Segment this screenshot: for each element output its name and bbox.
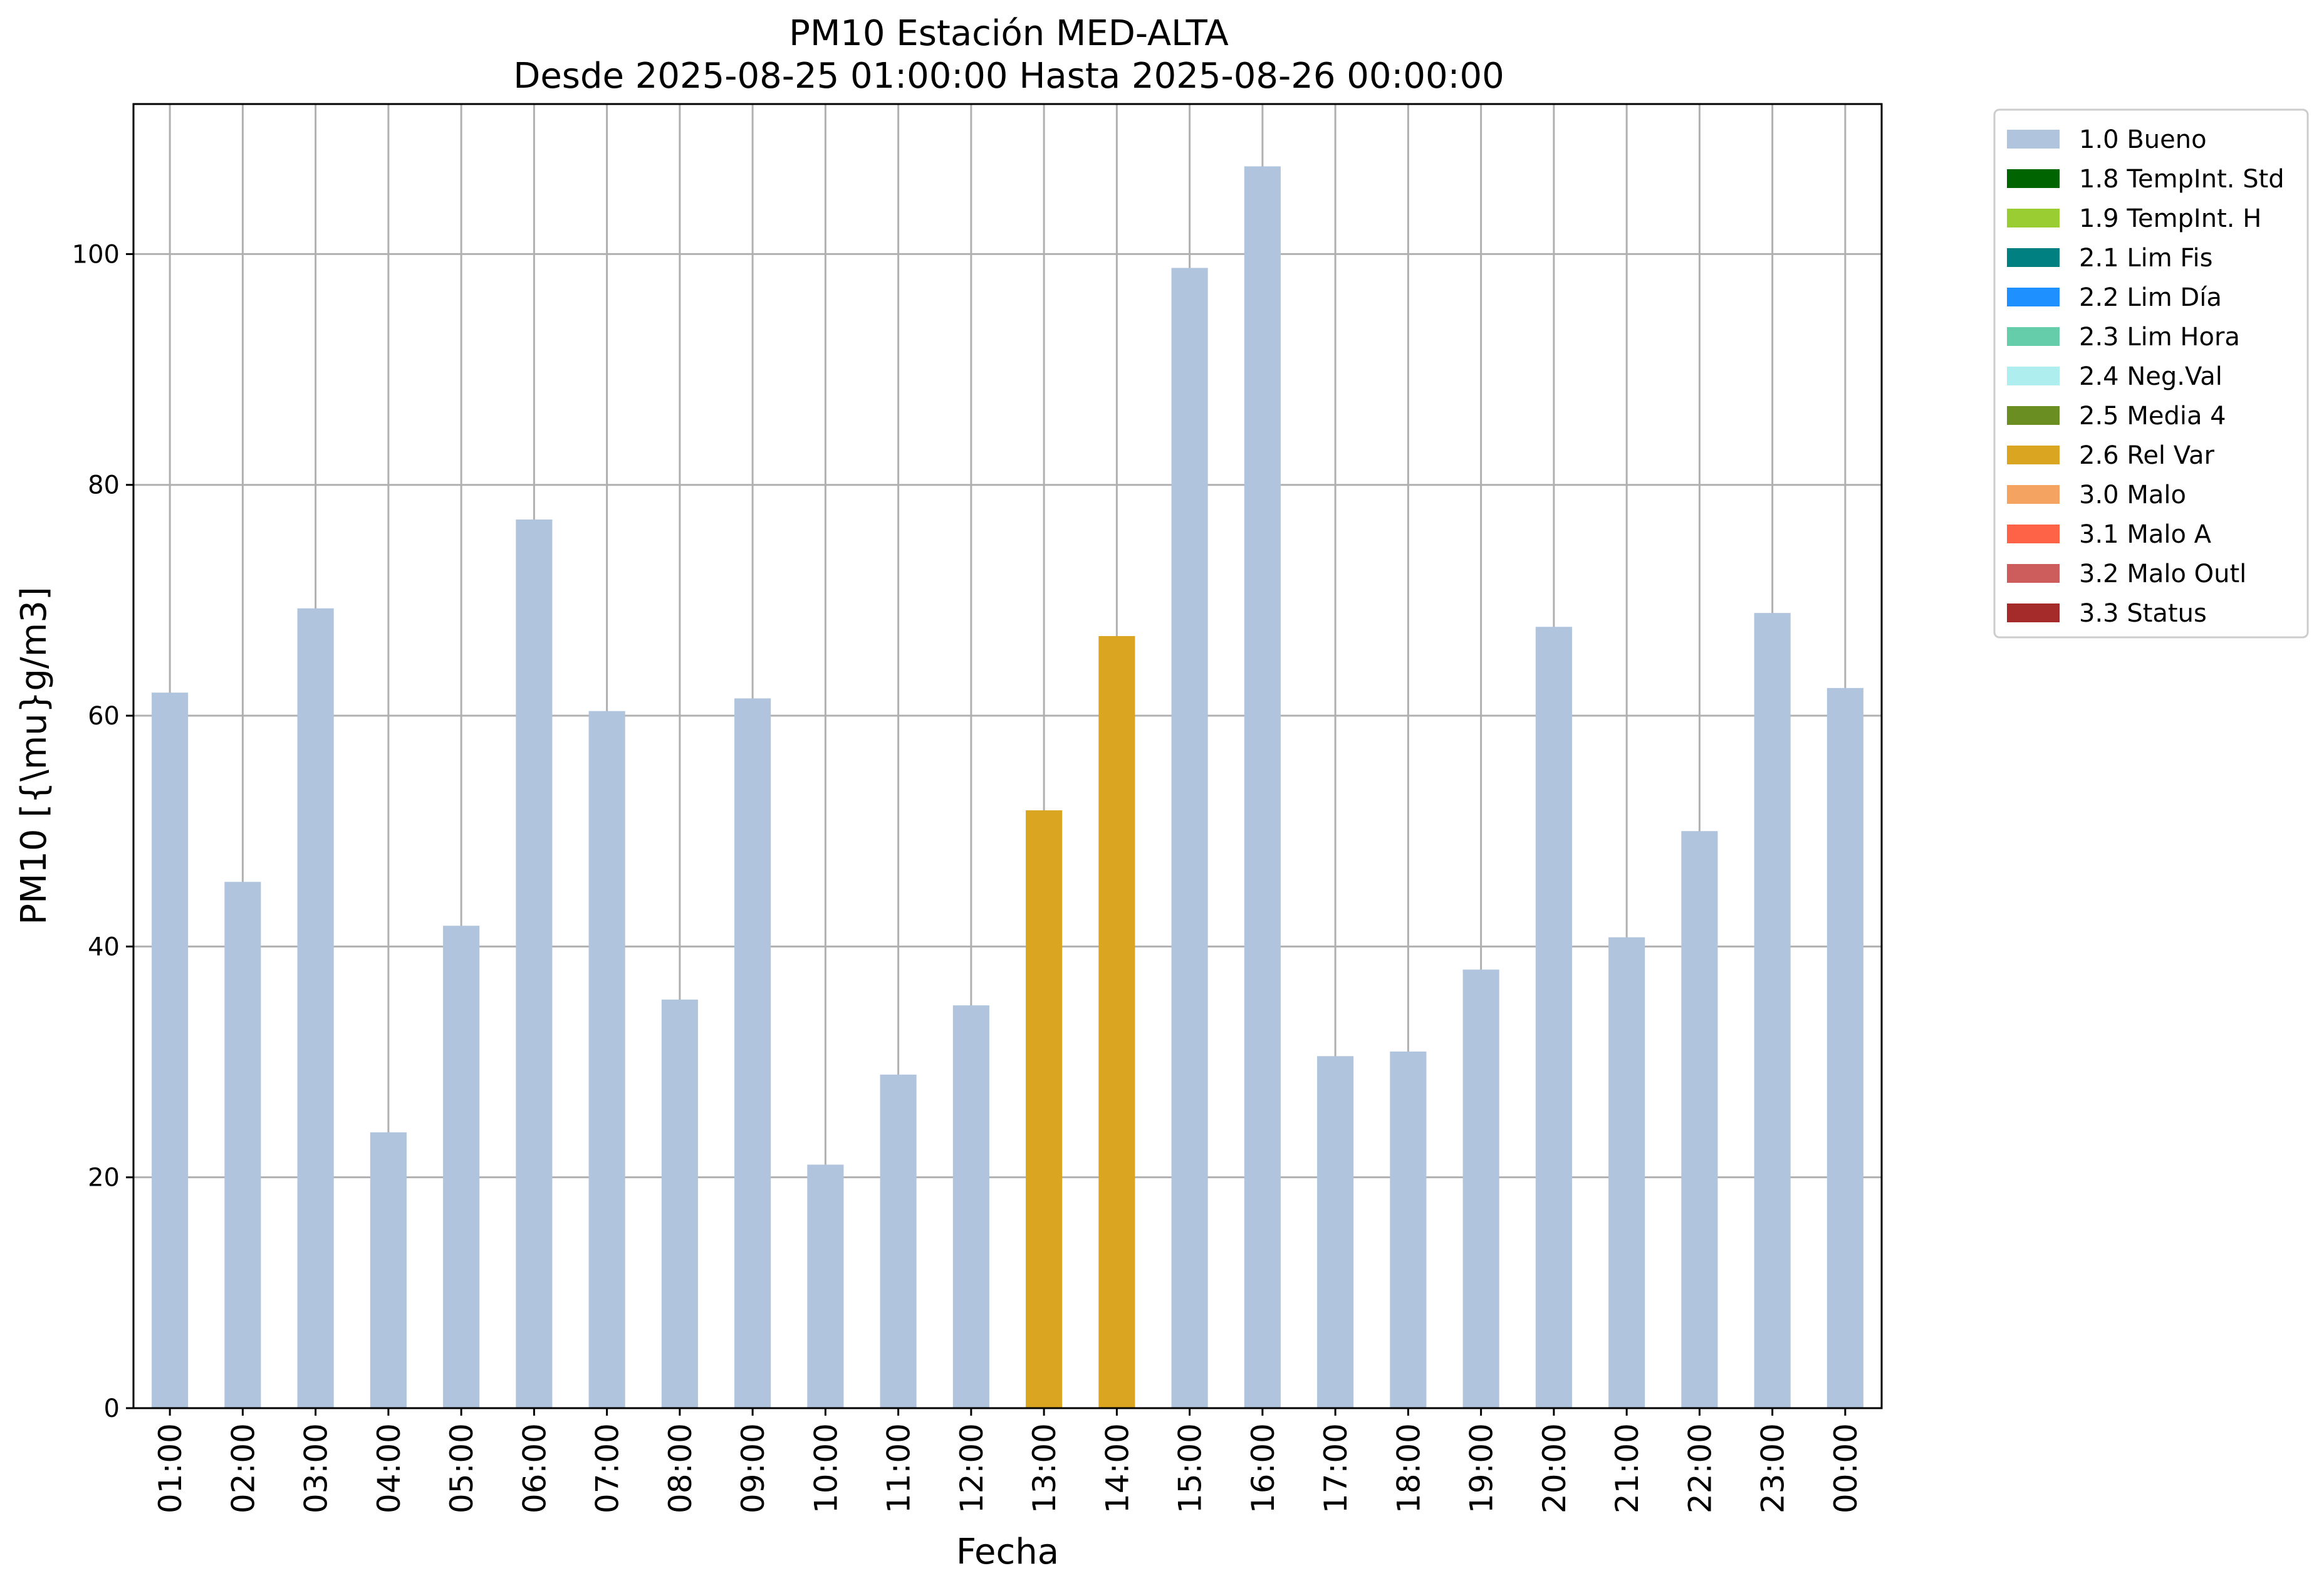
legend-swatch bbox=[2007, 327, 2060, 346]
bar bbox=[1826, 687, 1863, 1408]
bar bbox=[152, 692, 189, 1408]
x-tick-label: 04:00 bbox=[371, 1423, 407, 1513]
bar bbox=[1098, 635, 1135, 1408]
bar bbox=[1754, 613, 1791, 1408]
x-tick-label: 07:00 bbox=[590, 1423, 626, 1513]
bar bbox=[1462, 969, 1499, 1408]
legend-swatch bbox=[2007, 564, 2060, 583]
chart-subtitle: Desde 2025-08-25 01:00:00 Hasta 2025-08-… bbox=[513, 56, 1504, 97]
bar bbox=[807, 1164, 844, 1408]
bar bbox=[1317, 1056, 1354, 1408]
x-tick-label: 00:00 bbox=[1828, 1423, 1864, 1513]
y-tick-label: 80 bbox=[88, 471, 120, 500]
x-tick-label: 17:00 bbox=[1318, 1423, 1354, 1513]
legend: 1.0 Bueno 1.8 TempInt. Std 1.9 TempInt. H 2… bbox=[1993, 108, 2309, 639]
x-tick-label: 13:00 bbox=[1026, 1423, 1063, 1513]
x-tick-label: 21:00 bbox=[1609, 1423, 1645, 1513]
bar bbox=[297, 608, 334, 1408]
bar bbox=[1608, 937, 1645, 1408]
x-axis-ticks: 01:00 02:00 03:00 04:00 05:00 06:00 07:00 08:00… bbox=[152, 1408, 1864, 1513]
x-tick-label: 10:00 bbox=[808, 1423, 844, 1513]
legend-swatch bbox=[2007, 406, 2060, 425]
legend-label: 3.0 Malo bbox=[2079, 481, 2186, 509]
legend-label: 2.4 Neg.Val bbox=[2079, 362, 2222, 391]
bar bbox=[1171, 268, 1208, 1408]
bar bbox=[661, 1000, 698, 1408]
legend-frame bbox=[1993, 108, 2309, 639]
x-axis-label: Fecha bbox=[956, 1532, 1059, 1572]
x-tick-label: 18:00 bbox=[1390, 1423, 1427, 1513]
bar bbox=[1244, 166, 1281, 1408]
legend-swatch bbox=[2007, 209, 2060, 227]
bar bbox=[1535, 627, 1572, 1408]
legend-label: 2.2 Lim Día bbox=[2079, 283, 2222, 312]
y-axis-label: PM10 [{\mu}g/m3] bbox=[14, 587, 55, 925]
legend-swatch bbox=[2007, 603, 2060, 622]
x-tick-label: 23:00 bbox=[1755, 1423, 1791, 1513]
legend-label: 1.8 TempInt. Std bbox=[2079, 165, 2285, 194]
bar bbox=[952, 1005, 989, 1408]
bar bbox=[370, 1132, 407, 1408]
x-tick-label: 02:00 bbox=[225, 1423, 261, 1513]
y-axis-ticks: 0 20 40 60 80 100 bbox=[72, 240, 133, 1423]
legend-items: 1.0 Bueno 1.8 TempInt. Std 1.9 TempInt. H 2… bbox=[2007, 125, 2285, 628]
x-tick-label: 22:00 bbox=[1682, 1423, 1718, 1513]
legend-label: 2.1 Lim Fis bbox=[2079, 244, 2212, 273]
x-tick-label: 11:00 bbox=[881, 1423, 917, 1513]
x-tick-label: 12:00 bbox=[954, 1423, 990, 1513]
x-tick-label: 09:00 bbox=[735, 1423, 771, 1513]
legend-swatch bbox=[2007, 485, 2060, 504]
legend-label: 1.9 TempInt. H bbox=[2079, 204, 2261, 233]
bar bbox=[516, 519, 553, 1409]
x-tick-label: 20:00 bbox=[1536, 1423, 1573, 1513]
legend-swatch bbox=[2007, 367, 2060, 385]
legend-swatch bbox=[2007, 288, 2060, 306]
legend-swatch bbox=[2007, 169, 2060, 188]
y-tick-label: 20 bbox=[88, 1164, 120, 1193]
bar bbox=[1390, 1051, 1427, 1408]
bar bbox=[588, 711, 625, 1408]
plot-frame bbox=[132, 103, 1883, 1409]
x-tick-label: 05:00 bbox=[444, 1423, 480, 1513]
legend-label: 1.0 Bueno bbox=[2079, 125, 2207, 154]
legend-swatch bbox=[2007, 248, 2060, 267]
x-tick-label: 01:00 bbox=[152, 1423, 189, 1513]
legend-label: 2.5 Media 4 bbox=[2079, 402, 2226, 431]
x-tick-label: 03:00 bbox=[298, 1423, 335, 1513]
bars bbox=[152, 166, 1863, 1409]
legend-swatch bbox=[2007, 130, 2060, 149]
y-tick-label: 100 bbox=[72, 240, 120, 269]
y-tick-label: 0 bbox=[104, 1394, 120, 1423]
bar bbox=[1026, 810, 1063, 1408]
legend-swatch bbox=[2007, 446, 2060, 464]
x-tick-label: 08:00 bbox=[662, 1423, 699, 1513]
bar bbox=[1681, 831, 1718, 1408]
bar bbox=[443, 926, 480, 1408]
x-tick-label: 15:00 bbox=[1172, 1423, 1209, 1513]
x-tick-label: 06:00 bbox=[516, 1423, 553, 1513]
legend-label: 3.1 Malo A bbox=[2079, 520, 2212, 549]
bar bbox=[734, 698, 771, 1408]
bar bbox=[880, 1074, 917, 1408]
legend-swatch bbox=[2007, 525, 2060, 543]
legend-label: 3.2 Malo Outl bbox=[2079, 560, 2246, 588]
x-tick-label: 14:00 bbox=[1099, 1423, 1135, 1513]
chart-title: PM10 Estación MED-ALTA bbox=[789, 13, 1229, 54]
legend-label: 2.3 Lim Hora bbox=[2079, 323, 2240, 352]
legend-label: 3.3 Status bbox=[2079, 599, 2207, 628]
x-tick-label: 19:00 bbox=[1464, 1423, 1500, 1513]
bar bbox=[224, 882, 261, 1408]
y-tick-label: 40 bbox=[88, 932, 120, 961]
y-tick-label: 60 bbox=[88, 702, 120, 731]
x-tick-label: 16:00 bbox=[1245, 1423, 1281, 1513]
legend-label: 2.6 Rel Var bbox=[2079, 441, 2215, 470]
